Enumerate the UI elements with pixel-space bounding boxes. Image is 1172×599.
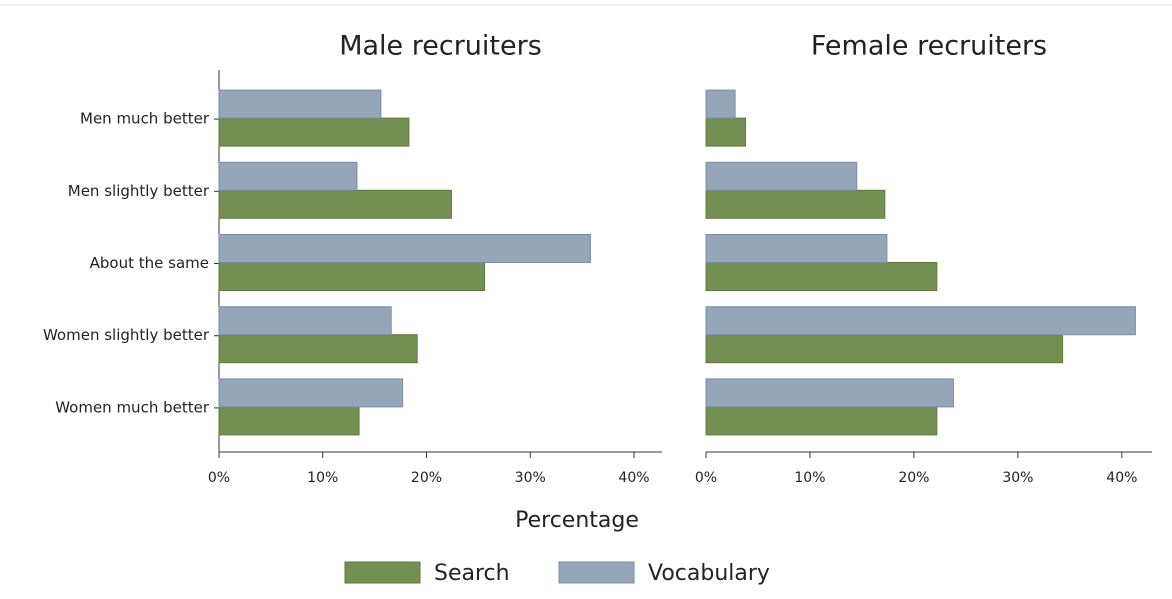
bar bbox=[218, 161, 358, 191]
bar bbox=[218, 89, 382, 119]
x-tick-label: 20% bbox=[411, 470, 442, 486]
bar bbox=[705, 161, 858, 191]
legend-label: Vocabulary bbox=[648, 561, 770, 586]
x-tick-label: 10% bbox=[307, 470, 338, 486]
x-tick-label: 0% bbox=[208, 470, 230, 486]
bar bbox=[218, 117, 410, 147]
x-tick-label: 0% bbox=[695, 470, 717, 486]
y-tick-label: Men slightly better bbox=[68, 182, 210, 200]
panel-title: Male recruiters bbox=[339, 31, 542, 62]
bar bbox=[218, 406, 360, 436]
bar bbox=[218, 234, 591, 263]
bar bbox=[705, 189, 886, 219]
x-tick-label: 10% bbox=[794, 470, 825, 486]
bar bbox=[705, 334, 1064, 364]
bar bbox=[218, 334, 418, 364]
bar bbox=[218, 378, 404, 408]
x-tick-label: 20% bbox=[898, 470, 929, 486]
bar bbox=[705, 89, 736, 119]
x-tick-label: 40% bbox=[1106, 470, 1137, 486]
bar bbox=[705, 378, 954, 408]
y-tick-label: Women slightly better bbox=[43, 326, 210, 344]
panel-title: Female recruiters bbox=[811, 31, 1047, 62]
y-tick-label: Men much better bbox=[80, 110, 210, 128]
legend-swatch bbox=[344, 561, 421, 584]
legend-label: Search bbox=[434, 561, 510, 586]
y-tick-label: About the same bbox=[90, 254, 209, 272]
bar bbox=[705, 234, 888, 263]
x-tick-label: 30% bbox=[515, 470, 546, 486]
bar bbox=[705, 262, 938, 291]
y-tick-label: Women much better bbox=[55, 398, 210, 416]
x-tick-label: 30% bbox=[1002, 470, 1033, 486]
bar bbox=[218, 262, 486, 291]
bar bbox=[218, 306, 392, 336]
x-axis-label: Percentage bbox=[515, 508, 639, 533]
bar bbox=[705, 406, 938, 436]
x-tick-label: 40% bbox=[618, 470, 649, 486]
bar bbox=[705, 306, 1136, 336]
legend-swatch bbox=[558, 561, 635, 584]
bar bbox=[705, 117, 747, 147]
bar bbox=[218, 189, 452, 219]
